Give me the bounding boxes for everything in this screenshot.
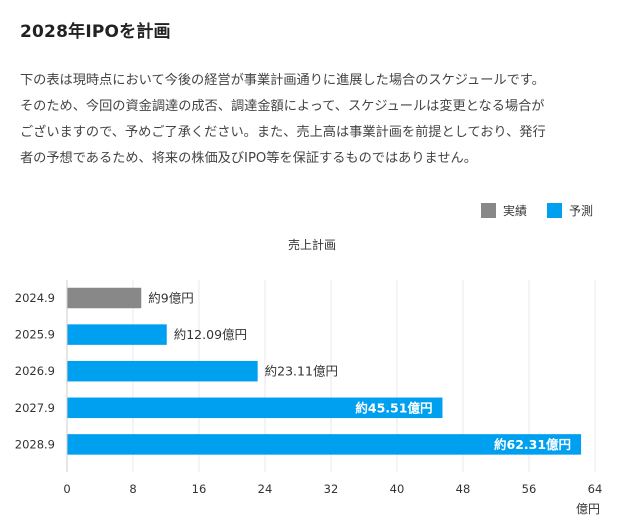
bar bbox=[67, 434, 582, 455]
description-line: 下の表は現時点において今後の経営が事業計画通りに進展した場合のスケジュールです。 bbox=[20, 73, 545, 88]
page-title: 2028年IPOを計画 bbox=[20, 22, 171, 42]
category-label: 2027.9 bbox=[15, 401, 55, 415]
legend-swatch-forecast bbox=[547, 203, 562, 218]
x-tick-label: 40 bbox=[390, 482, 405, 496]
x-tick-label: 56 bbox=[522, 482, 537, 496]
bar bbox=[67, 324, 167, 345]
description-line: 者の予想であるため、将来の株価及びIPO等を保証するものではありません。 bbox=[20, 151, 477, 166]
category-label: 2025.9 bbox=[15, 328, 55, 342]
legend-swatch-actual bbox=[481, 203, 496, 218]
data-label: 約23.11億円 bbox=[265, 364, 338, 379]
x-tick-label: 48 bbox=[456, 482, 471, 496]
chart-x-ticks: 0 8 16 24 32 40 48 56 64 bbox=[63, 482, 602, 496]
x-tick-label: 64 bbox=[588, 482, 603, 496]
x-tick-label: 16 bbox=[192, 482, 207, 496]
x-tick-label: 24 bbox=[258, 482, 273, 496]
sales-plan-chart: 実績 予測 売上計画 約9億円約12.09億円約23.11億円約45.51億円約… bbox=[15, 203, 602, 516]
x-tick-label: 32 bbox=[324, 482, 339, 496]
x-axis-unit: 億円 bbox=[576, 502, 600, 516]
chart-title: 売上計画 bbox=[288, 237, 336, 252]
bar bbox=[67, 287, 142, 309]
description: 下の表は現時点において今後の経営が事業計画通りに進展した場合のスケジュールです。… bbox=[20, 68, 600, 172]
description-line: そのため、今回の資金調達の成否、調達金額によって、スケジュールは変更となる場合が bbox=[20, 99, 545, 114]
bar bbox=[67, 397, 443, 419]
chart-legend: 実績 予測 bbox=[481, 203, 593, 218]
category-label: 2028.9 bbox=[15, 437, 55, 451]
data-label: 約45.51億円 bbox=[355, 400, 432, 415]
category-label: 2026.9 bbox=[15, 364, 55, 378]
chart-category-labels: 2024.9 2025.9 2026.9 2027.9 2028.9 bbox=[15, 291, 55, 451]
x-tick-label: 8 bbox=[129, 482, 136, 496]
chart-grid bbox=[132, 280, 596, 472]
legend-label-forecast: 予測 bbox=[569, 204, 593, 218]
description-line: ございますので、予めご了承ください。また、売上高は事業計画を前提としており、発行 bbox=[20, 125, 546, 140]
bar bbox=[67, 360, 258, 382]
data-label: 約12.09億円 bbox=[174, 327, 247, 342]
category-label: 2024.9 bbox=[15, 291, 55, 305]
legend-label-actual: 実績 bbox=[503, 203, 527, 218]
data-label: 約62.31億円 bbox=[494, 437, 571, 452]
x-tick-label: 0 bbox=[63, 482, 70, 496]
data-label: 約9億円 bbox=[148, 291, 193, 306]
